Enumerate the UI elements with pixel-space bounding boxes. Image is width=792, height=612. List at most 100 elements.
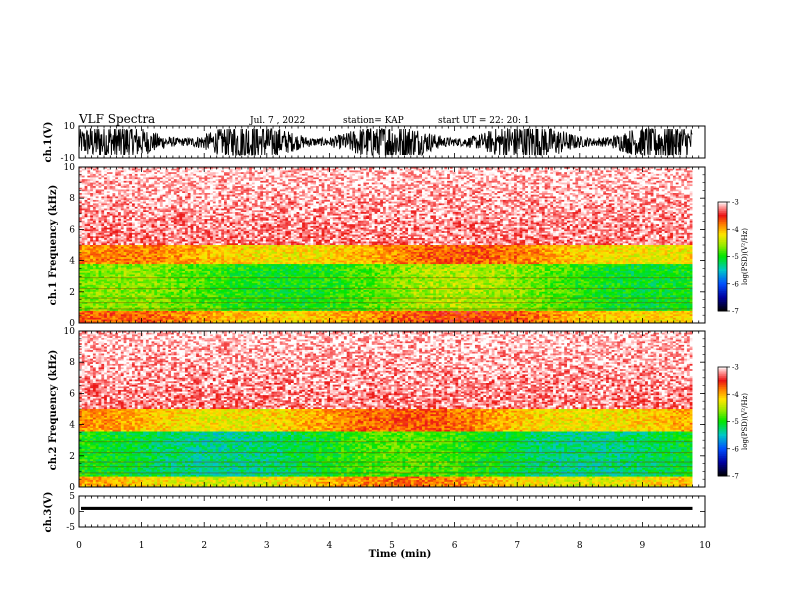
spectrogram-cell bbox=[246, 175, 250, 178]
spectrogram-cell bbox=[268, 175, 272, 178]
spectrogram-cell bbox=[84, 182, 88, 185]
spectrogram-cell bbox=[544, 172, 548, 175]
spectrogram-cell bbox=[84, 168, 88, 171]
spectrogram-cell bbox=[352, 179, 356, 182]
spectrogram-cell bbox=[369, 170, 373, 173]
spectrogram-cell bbox=[363, 175, 367, 178]
spectrogram-cell bbox=[268, 173, 272, 177]
spectrogram-cell bbox=[355, 179, 359, 182]
spectrogram-cell bbox=[597, 172, 601, 175]
spectrogram-cell bbox=[435, 172, 440, 175]
spectrogram-cell bbox=[193, 179, 197, 182]
spectrogram-cell bbox=[129, 168, 133, 171]
spectrogram-cell bbox=[190, 172, 194, 175]
spectrogram-cell bbox=[290, 167, 295, 170]
spectrogram-cell bbox=[625, 172, 629, 175]
spectrogram-cell bbox=[318, 175, 322, 178]
spectrogram-cell bbox=[480, 173, 484, 177]
spectrogram-cell bbox=[686, 172, 691, 175]
spectrogram-cell bbox=[90, 180, 94, 183]
spectrogram-cell bbox=[413, 182, 417, 185]
spectrogram-cell bbox=[645, 167, 649, 170]
spectrogram-cell bbox=[533, 167, 537, 170]
spectrogram-cell bbox=[544, 170, 548, 173]
spectrogram-cell bbox=[276, 179, 281, 182]
spectrogram-cell bbox=[600, 179, 604, 182]
spectrogram-cell bbox=[592, 170, 596, 173]
spectrogram-cell bbox=[536, 177, 540, 180]
spectrogram-cell bbox=[561, 177, 565, 180]
spectrogram-cell bbox=[296, 170, 300, 173]
spectrogram-cell bbox=[148, 173, 152, 177]
spectrogram-cell bbox=[357, 173, 362, 177]
spectrogram-cell bbox=[290, 182, 295, 185]
spectrogram-cell bbox=[670, 173, 674, 177]
spectrogram-cell bbox=[341, 173, 345, 177]
spectrogram-cell bbox=[472, 170, 476, 173]
spectrogram-cell bbox=[190, 182, 194, 185]
spectrogram-cell bbox=[165, 173, 169, 177]
spectrogram-cell bbox=[276, 175, 281, 178]
spectrogram-cell bbox=[154, 167, 158, 170]
spectrogram-cell bbox=[670, 175, 674, 178]
spectrogram-cell bbox=[477, 179, 481, 182]
spectrogram-cell bbox=[659, 175, 663, 178]
spectrogram-cell bbox=[134, 168, 138, 171]
spectrogram-cell bbox=[494, 167, 498, 170]
spectrogram-cell bbox=[516, 170, 520, 173]
spectrogram-cell bbox=[198, 170, 203, 173]
spectrogram-cell bbox=[106, 175, 111, 178]
spectrogram-cell bbox=[313, 179, 317, 182]
spectrogram-cell bbox=[419, 182, 423, 185]
spectrogram-cell bbox=[558, 170, 562, 173]
spectrogram-cell bbox=[120, 177, 125, 180]
spectrogram-cell bbox=[304, 168, 309, 171]
spectrogram-cell bbox=[243, 168, 247, 171]
spectrogram-cell bbox=[444, 179, 448, 182]
spectrogram-cell bbox=[343, 182, 348, 185]
spectrogram-cell bbox=[184, 177, 189, 180]
spectrogram-cell bbox=[187, 182, 191, 185]
spectrogram-cell bbox=[606, 180, 610, 183]
spectrogram-cell bbox=[385, 180, 389, 183]
spectrogram-cell bbox=[424, 182, 428, 185]
spectrogram-cell bbox=[672, 170, 677, 173]
spectrogram-cell bbox=[592, 168, 596, 171]
spectrogram-cell bbox=[265, 170, 270, 173]
spectrogram-cell bbox=[265, 172, 270, 175]
spectrogram-cell bbox=[173, 177, 177, 180]
spectrogram-cell bbox=[81, 180, 85, 183]
spectrogram-cell bbox=[179, 179, 183, 182]
spectrogram-cell bbox=[285, 173, 289, 177]
spectrogram-cell bbox=[614, 173, 618, 177]
spectrogram-cell bbox=[204, 170, 208, 173]
spectrogram-cell bbox=[480, 182, 484, 185]
spectrogram-cell bbox=[578, 177, 582, 180]
spectrogram-cell bbox=[678, 179, 682, 182]
spectrogram-cell bbox=[115, 180, 119, 183]
spectrogram-cell bbox=[600, 172, 604, 175]
spectrogram-cell bbox=[525, 173, 529, 177]
spectrogram-cell bbox=[87, 180, 91, 183]
spectrogram-cell bbox=[550, 180, 554, 183]
spectrogram-cell bbox=[455, 182, 459, 185]
spectrogram-cell bbox=[346, 180, 350, 183]
spectrogram-cell bbox=[603, 168, 607, 171]
spectrogram-cell bbox=[611, 172, 615, 175]
spectrogram-cell bbox=[176, 173, 180, 177]
spectrogram-cell bbox=[148, 168, 152, 171]
spectrogram-cell bbox=[115, 168, 119, 171]
spectrogram-cell bbox=[377, 179, 381, 182]
spectrogram-cell bbox=[184, 175, 189, 178]
spectrogram-cell bbox=[650, 168, 654, 171]
spectrogram-cell bbox=[424, 180, 428, 183]
spectrogram-cell bbox=[416, 168, 420, 171]
spectrogram-cell bbox=[508, 177, 512, 180]
spectrogram-cell bbox=[670, 180, 674, 183]
spectrogram-cell bbox=[536, 175, 540, 178]
spectrogram-cell bbox=[477, 177, 481, 180]
spectrogram-cell bbox=[279, 180, 283, 183]
spectrogram-cell bbox=[672, 167, 677, 170]
spectrogram-cell bbox=[288, 172, 292, 175]
spectrogram-cell bbox=[318, 177, 322, 180]
